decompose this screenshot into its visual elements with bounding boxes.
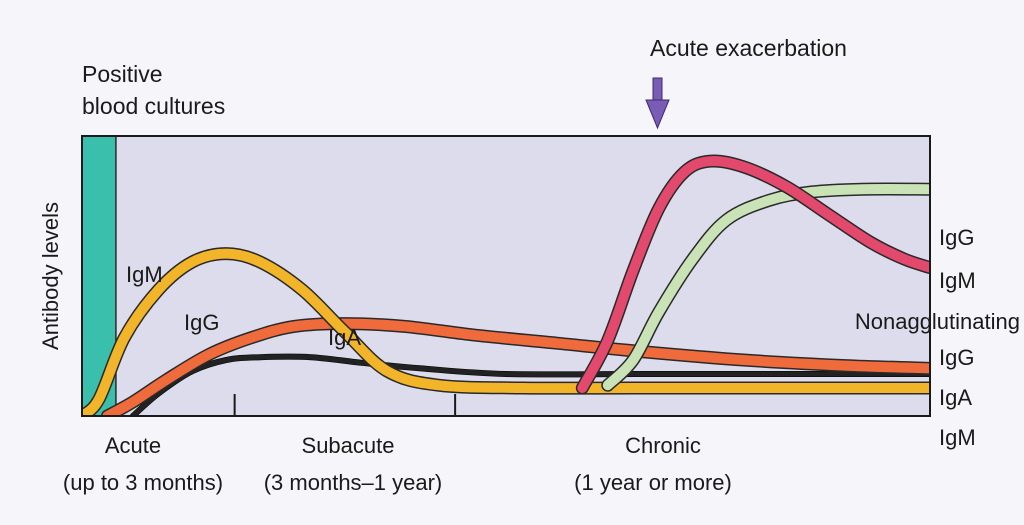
curve-initial-igm bbox=[82, 248, 930, 416]
inline-label-igm: IgM bbox=[126, 262, 163, 287]
curve-chronic-igg bbox=[602, 183, 930, 391]
inline-label-iga: IgA bbox=[328, 325, 361, 350]
blood-cultures-label-line1: Positive bbox=[82, 61, 163, 87]
acute-exacerbation-label: Acute exacerbation bbox=[650, 35, 847, 61]
phase-acute-name: Acute bbox=[105, 433, 161, 458]
phase-acute-range: (up to 3 months) bbox=[63, 470, 223, 495]
plot-frame bbox=[81, 135, 931, 417]
inline-label-igg: IgG bbox=[184, 310, 219, 335]
right-label-chronic-igg: IgG bbox=[939, 225, 974, 250]
right-label-chronic-igm: IgM bbox=[939, 268, 976, 293]
right-label-iga: IgA bbox=[939, 385, 972, 410]
curve-initial-igg bbox=[102, 318, 930, 416]
phase-chronic-name: Chronic bbox=[625, 433, 701, 458]
phase-ticks bbox=[233, 394, 457, 416]
nonagglutinating-label: Nonagglutinating bbox=[855, 309, 1020, 334]
curves-group bbox=[82, 154, 930, 416]
blood-cultures-label-line2: blood cultures bbox=[82, 93, 225, 119]
phase-subacute-range: (3 months–1 year) bbox=[264, 470, 443, 495]
phase-chronic-range: (1 year or more) bbox=[574, 470, 732, 495]
phase-subacute-name: Subacute bbox=[302, 433, 395, 458]
right-label-igm: IgM bbox=[939, 425, 976, 450]
curve-chronic-igm bbox=[577, 156, 930, 393]
acute-exacerbation-arrow-icon bbox=[645, 77, 670, 130]
right-label-igg: IgG bbox=[939, 345, 974, 370]
y-axis-label: Antibody levels bbox=[38, 202, 63, 350]
